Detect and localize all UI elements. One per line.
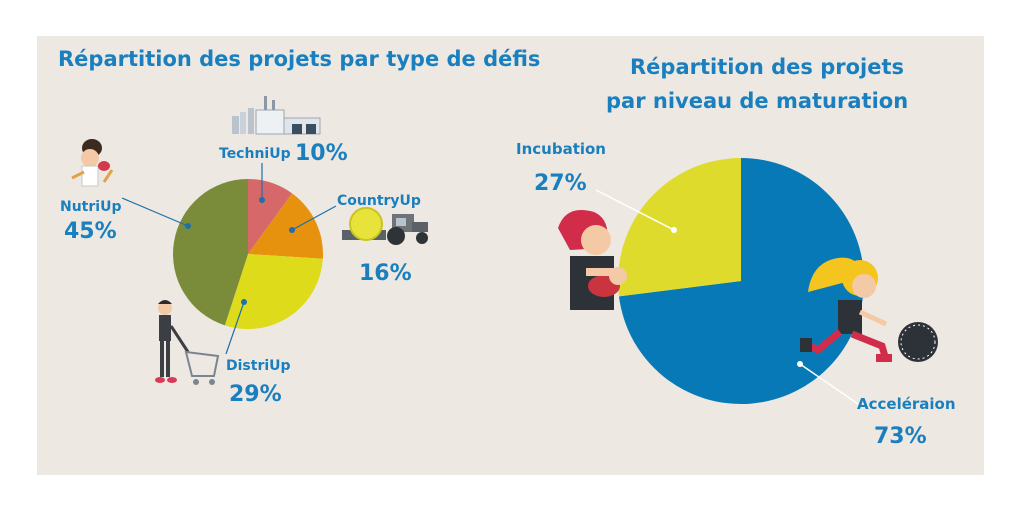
slice-value-incubation: 27% <box>534 171 587 196</box>
slice-label-nutriup: NutriUp <box>60 199 121 215</box>
leader-line-incubation <box>595 189 675 231</box>
leader-line-acceleration <box>799 363 859 405</box>
slice-label-distriup: DistriUp <box>226 358 291 374</box>
slice-value-countryup: 16% <box>359 261 412 286</box>
shopping-cart-person-icon <box>155 300 220 385</box>
left-chart-title: Répartition des projets par type de défi… <box>58 47 540 71</box>
girl-kicking-ball-icon <box>800 257 938 362</box>
left-pie-slice-distriup <box>224 254 323 329</box>
person-holding-baby-icon <box>558 210 627 310</box>
slice-value-distriup: 29% <box>229 382 282 407</box>
leader-line-distri <box>225 301 245 355</box>
slice-value-nutriup: 45% <box>64 219 117 244</box>
left-pie-chart <box>173 179 323 329</box>
factory-icon <box>232 96 321 135</box>
right-chart-title-line1: Répartition des projets <box>630 55 904 79</box>
slice-label-acceleration: Acceléraion <box>857 395 956 413</box>
slice-label-techniup: TechniUp <box>219 146 291 162</box>
left-pie-slice-techniup <box>248 179 293 254</box>
chef-person-icon <box>71 139 114 187</box>
leader-line-nutri <box>121 197 189 227</box>
left-pie-slice-countryup <box>248 193 323 259</box>
slice-value-techniup: 10% <box>295 141 348 166</box>
slice-value-acceleration: 73% <box>874 424 927 449</box>
right-chart-title-line2: par niveau de maturation <box>606 89 908 113</box>
leader-line-country <box>291 205 337 231</box>
left-pie-slice-nutriup <box>173 179 248 326</box>
tractor-icon <box>342 207 428 245</box>
right-pie-slice-incubation <box>618 158 741 297</box>
slice-label-countryup: CountryUp <box>337 193 421 209</box>
slice-label-incubation: Incubation <box>516 140 606 158</box>
